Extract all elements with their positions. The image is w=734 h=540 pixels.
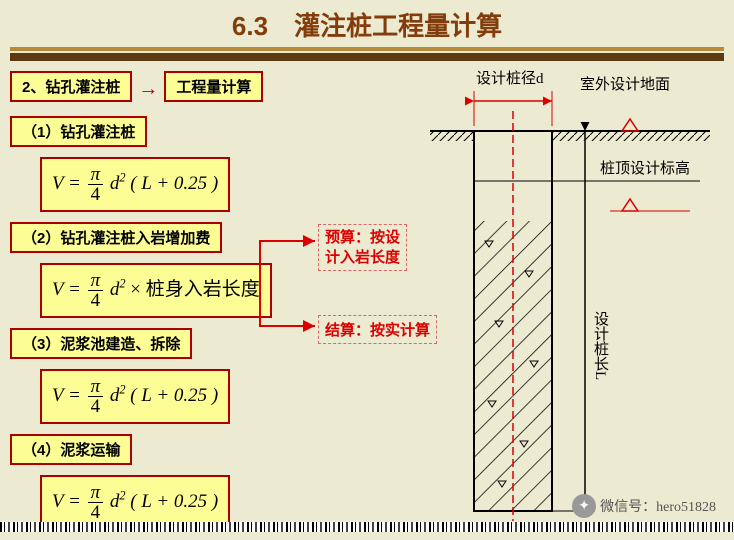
page-title: 6.3 灌注桩工程量计算	[0, 0, 734, 47]
formula-1: V = π4 d2 ( L + 0.25 )	[40, 157, 230, 212]
content-area: 2、钻孔灌注桩 → 工程量计算 （1）钻孔灌注桩 V = π4 d2 ( L +…	[0, 71, 734, 531]
label-ground: 室外设计地面	[580, 73, 670, 94]
formula-2: V = π4 d2 × 桩身入岩长度	[40, 263, 272, 318]
formula-3-tail: ( L + 0.25 )	[130, 385, 218, 406]
header-box-1: 2、钻孔灌注桩	[10, 71, 132, 102]
footer: ✦ 微信号：hero51828	[572, 494, 716, 518]
section-4-label: （4）泥浆运输	[10, 434, 132, 465]
formula-2-tail: × 桩身入岩长度	[130, 279, 259, 300]
header-box-2: 工程量计算	[164, 71, 263, 102]
divider-thick	[10, 53, 724, 61]
barcode-strip	[0, 522, 734, 532]
wechat-icon: ✦	[572, 494, 596, 518]
formula-1-tail: ( L + 0.25 )	[130, 173, 218, 194]
section-1-label: （1）钻孔灌注桩	[10, 116, 147, 147]
label-top: 桩顶设计标高	[600, 157, 690, 178]
formula-4-tail: ( L + 0.25 )	[130, 491, 218, 512]
label-d: 设计桩径d	[476, 67, 544, 88]
pile-diagram-svg	[430, 71, 720, 531]
divider-thin	[10, 47, 724, 51]
label-length: 设计桩长L	[590, 311, 611, 380]
note-settlement: 结算：按实计算	[318, 315, 437, 344]
diagram-area: 设计桩径d 室外设计地面 桩顶设计标高 设计桩长L	[430, 71, 720, 531]
section-2-label: （2）钻孔灌注桩入岩增加费	[10, 222, 222, 253]
formula-3: V = π4 d2 ( L + 0.25 )	[40, 369, 230, 424]
header-row: 2、钻孔灌注桩 → 工程量计算	[10, 71, 370, 108]
footer-text: 微信号：hero51828	[600, 496, 716, 516]
note-budget: 预算：按设计入岩长度	[318, 224, 407, 271]
arrow-icon: →	[138, 78, 158, 101]
section-3-label: （3）泥浆池建造、拆除	[10, 328, 192, 359]
